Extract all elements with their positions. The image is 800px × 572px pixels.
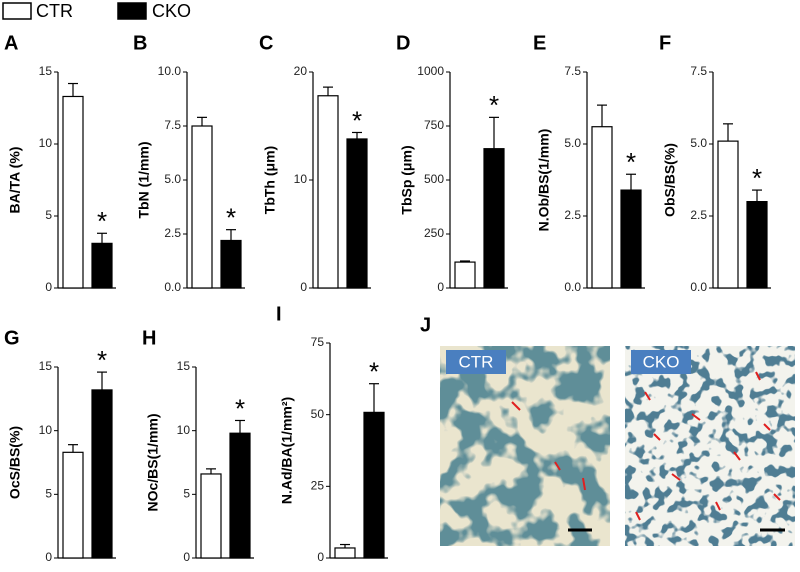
- significance-mark: *: [752, 163, 762, 193]
- y-axis-label: ObS/BS(%): [662, 143, 678, 217]
- y-axis-label: TbTh (μm): [262, 146, 278, 214]
- y-tick-label: 5: [183, 487, 190, 501]
- micrograph: CKO: [625, 346, 795, 546]
- significance-mark: *: [489, 90, 499, 120]
- panel-label: G: [4, 327, 20, 349]
- panel-label: C: [259, 32, 273, 54]
- bar: [220, 239, 242, 289]
- y-tick-label: 250: [424, 226, 444, 240]
- y-tick-label: 5.0: [164, 172, 181, 186]
- bar: [91, 389, 113, 559]
- y-tick-label: 0.0: [164, 280, 181, 294]
- y-tick-label: 0: [437, 280, 444, 294]
- y-tick-label: 10.0: [158, 64, 182, 78]
- significance-mark: *: [352, 105, 362, 135]
- panel-label: F: [659, 32, 671, 54]
- bar: [746, 201, 768, 289]
- y-tick-label: 10: [39, 136, 53, 150]
- y-tick-label: 2.5: [690, 208, 707, 222]
- y-axis-label: TbSp (μm): [399, 145, 415, 214]
- y-tick-label: 0.0: [690, 280, 707, 294]
- y-tick-label: 15: [39, 64, 53, 78]
- y-tick-label: 7.5: [164, 118, 181, 132]
- y-tick-label: 750: [424, 118, 444, 132]
- y-axis-label: OcS/BS(%): [7, 426, 23, 499]
- legend-label: CTR: [36, 1, 73, 21]
- y-tick-label: 7.5: [564, 64, 581, 78]
- bar: [91, 242, 113, 289]
- y-tick-label: 2.5: [564, 208, 581, 222]
- micrograph: CTR: [440, 346, 610, 546]
- bar: [591, 126, 613, 289]
- panel-label: J: [420, 314, 431, 336]
- bar: [717, 140, 739, 289]
- y-tick-label: 25: [311, 479, 325, 493]
- y-tick-label: 50: [311, 407, 325, 421]
- y-tick-label: 15: [39, 359, 53, 373]
- significance-mark: *: [97, 345, 107, 375]
- significance-mark: *: [626, 147, 636, 177]
- y-tick-label: 10: [39, 423, 53, 437]
- y-axis-label: N.Ad/BA(1/mm²): [279, 397, 295, 504]
- y-tick-label: 5.0: [564, 136, 581, 150]
- bar: [62, 451, 84, 559]
- y-tick-label: 1000: [417, 64, 444, 78]
- significance-mark: *: [235, 393, 245, 423]
- y-tick-label: 0: [300, 280, 307, 294]
- bar: [229, 432, 251, 559]
- panel-label: E: [533, 32, 546, 54]
- y-tick-label: 0: [45, 280, 52, 294]
- panel-label: H: [142, 327, 156, 349]
- y-axis-label: TbN (1/mm): [136, 142, 152, 219]
- legend-swatch: [117, 2, 147, 20]
- y-axis-label: BA/TA (%): [7, 147, 23, 214]
- y-axis-label: N.Ob/BS(1/mm): [536, 129, 552, 232]
- y-tick-label: 7.5: [690, 64, 707, 78]
- panel-label: A: [4, 32, 18, 54]
- bar: [363, 411, 385, 559]
- y-tick-label: 5: [45, 487, 52, 501]
- bar: [62, 95, 84, 289]
- y-tick-label: 2.5: [164, 226, 181, 240]
- bar: [191, 125, 213, 289]
- bar: [334, 547, 356, 559]
- legend-label: CKO: [152, 1, 191, 21]
- y-tick-label: 20: [294, 64, 308, 78]
- bar: [483, 148, 505, 289]
- bar: [346, 138, 368, 289]
- y-tick-label: 5: [45, 208, 52, 222]
- bar: [620, 189, 642, 289]
- image-label: CKO: [643, 352, 680, 371]
- y-tick-label: 10: [294, 172, 308, 186]
- panel-label: I: [276, 303, 282, 325]
- y-tick-label: 0: [317, 550, 324, 564]
- significance-mark: *: [97, 206, 107, 236]
- y-tick-label: 75: [311, 335, 325, 349]
- bar: [200, 473, 222, 559]
- panel-label: B: [133, 32, 147, 54]
- y-tick-label: 0: [183, 550, 190, 564]
- y-tick-label: 0.0: [564, 280, 581, 294]
- y-tick-label: 5.0: [690, 136, 707, 150]
- image-label: CTR: [459, 352, 494, 371]
- panel-label: D: [396, 32, 410, 54]
- bar: [317, 95, 339, 289]
- y-tick-label: 500: [424, 172, 444, 186]
- y-tick-label: 0: [45, 550, 52, 564]
- significance-mark: *: [369, 357, 379, 387]
- significance-mark: *: [226, 203, 236, 233]
- y-tick-label: 10: [177, 423, 191, 437]
- y-tick-label: 15: [177, 359, 191, 373]
- legend-swatch: [2, 2, 32, 20]
- bar: [454, 261, 476, 289]
- y-axis-label: NOc/BS(1/mm): [145, 413, 161, 511]
